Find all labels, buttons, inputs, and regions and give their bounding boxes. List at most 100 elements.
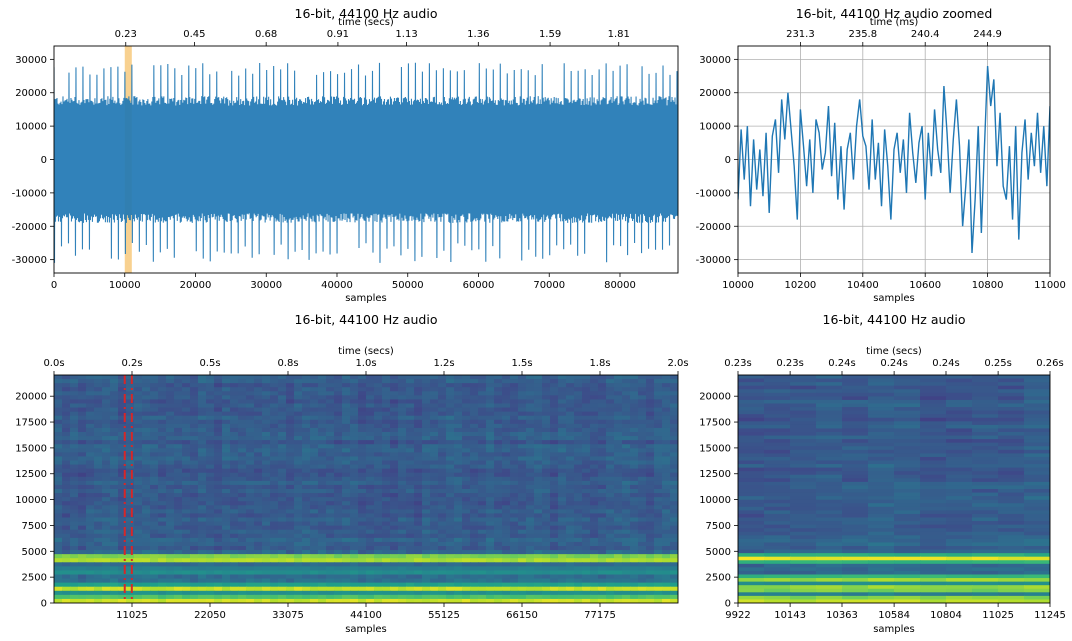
spectrogram-cell <box>134 509 143 515</box>
spectrogram-cell <box>254 399 263 405</box>
spectrogram-cell <box>358 484 367 490</box>
spectrogram-cell <box>78 440 87 445</box>
spectrogram-zoom-cell <box>972 417 999 422</box>
spectrogram-cell <box>294 598 303 603</box>
spectrogram-cell <box>270 383 279 388</box>
spectrogram-cell <box>470 383 479 388</box>
spectrogram-cell <box>390 375 399 380</box>
spectrogram-cell <box>230 480 239 486</box>
spectrogram-cell <box>414 476 423 482</box>
spectrogram-cell <box>182 509 191 515</box>
spectrogram-cell <box>598 472 607 478</box>
spectrogram-cell <box>622 566 631 572</box>
spectrogram-cell <box>294 395 303 401</box>
spectrogram-cell <box>542 554 551 559</box>
spectrogram-cell <box>238 468 247 474</box>
waveform-plot-area: 0 10000 20000 30000 40000 50000 60000 70000 8000… <box>12 29 679 291</box>
spectrogram-cell <box>638 529 647 535</box>
spectrogram-cell <box>446 464 455 470</box>
spectrogram-cell <box>310 562 319 567</box>
spectrogram-cell <box>382 480 391 486</box>
spectrogram-cell <box>550 497 559 502</box>
spectrogram-cell <box>622 432 631 437</box>
spectrogram-cell <box>302 521 311 527</box>
spectrogram-cell <box>286 590 295 596</box>
spectrogram-cell <box>102 562 111 567</box>
waveform-x-axis-label: samples <box>345 293 387 304</box>
spectrogram-cell <box>54 383 63 388</box>
spectrogram-cell <box>142 387 151 392</box>
spectrogram-cell <box>558 554 567 559</box>
spectrogram-cell <box>334 484 343 490</box>
spectrogram-cell <box>294 574 303 580</box>
spectrogram-cell <box>310 505 319 510</box>
spectrogram-cell <box>438 452 447 458</box>
spectrogram-cell <box>62 493 71 498</box>
spectrogram-cell <box>566 448 575 453</box>
spectrogram-cell <box>342 419 351 425</box>
spectrogram-cell <box>214 375 223 380</box>
spectrogram-zoom-cell <box>842 424 869 430</box>
spectrogram-zoom-cell <box>816 407 843 412</box>
spectrogram-cell <box>110 505 119 510</box>
spectrogram-cell <box>470 497 479 502</box>
spectrogram-cell <box>62 464 71 470</box>
spectrogram-zoom-cell <box>920 471 947 476</box>
spectrogram-cell <box>326 403 335 409</box>
spectrogram-cell <box>222 521 231 527</box>
spectrogram-zoom-cell <box>816 478 843 483</box>
spectrogram-cell <box>574 493 583 498</box>
spectrogram-cell <box>150 448 159 453</box>
spectrogram-cell <box>454 375 463 380</box>
spectrogram-zoom-cell <box>946 485 973 490</box>
spectrogram-cell <box>126 570 135 576</box>
spectrogram-cell <box>198 537 207 543</box>
spectrogram-cell <box>574 598 583 603</box>
spectrogram-cell <box>342 444 351 449</box>
spectrogram-cell <box>70 432 79 437</box>
spectrogram-cell <box>62 480 71 486</box>
spectrogram-cell <box>62 395 71 401</box>
spectrogram-cell <box>590 419 599 425</box>
spectrogram-cell <box>286 452 295 458</box>
spectrogram-cell <box>342 550 351 555</box>
spectrogram-cell <box>454 566 463 572</box>
spectrogram-cell <box>398 480 407 486</box>
spectrogram-cell <box>270 399 279 405</box>
spectrogram-cell <box>630 403 639 409</box>
spectrogram-cell <box>390 550 399 555</box>
spectrogram-cell <box>142 427 151 433</box>
spectrogram-cell <box>374 590 383 596</box>
spectrogram-cell <box>382 460 391 466</box>
spectrogram-cell <box>206 419 215 425</box>
spectrogram-cell <box>318 513 327 519</box>
spectrogram-cell <box>198 598 207 603</box>
waveform-y-tick-label: 20000 <box>15 88 47 99</box>
spectrogram-cell <box>286 570 295 576</box>
spectrogram-cell <box>670 582 678 588</box>
spectrogram-zoom-cell <box>842 410 869 415</box>
spectrogram-cell <box>670 489 678 494</box>
spectrogram-cell <box>326 419 335 425</box>
spectrogram-cell <box>398 399 407 405</box>
spectrogram-zoom-cell <box>764 481 791 487</box>
spectrogram-cell <box>78 525 87 531</box>
spectrogram-cell <box>246 379 255 384</box>
spectrogram-cell <box>470 411 479 417</box>
spectrogram-cell <box>126 472 135 478</box>
spectrogram-cell <box>582 586 591 592</box>
spectrogram-cell <box>286 489 295 494</box>
spectrogram-cell <box>390 586 399 592</box>
spectrogram-cell <box>654 444 663 449</box>
spectrogram-cell <box>310 558 319 563</box>
spectrogram-cell <box>446 533 455 539</box>
spectrogram-cell <box>190 436 199 441</box>
waveform-zoom-title: 16-bit, 44100 Hz audio zoomed <box>796 6 993 21</box>
spectrogram-cell <box>110 448 119 453</box>
spectrogram-cell <box>622 448 631 453</box>
spectrogram-cell <box>542 423 551 429</box>
spectrogram-cell <box>254 444 263 449</box>
spectrogram-cell <box>118 501 127 506</box>
spectrogram-cell <box>446 505 455 510</box>
spectrogram-cell <box>566 517 575 523</box>
